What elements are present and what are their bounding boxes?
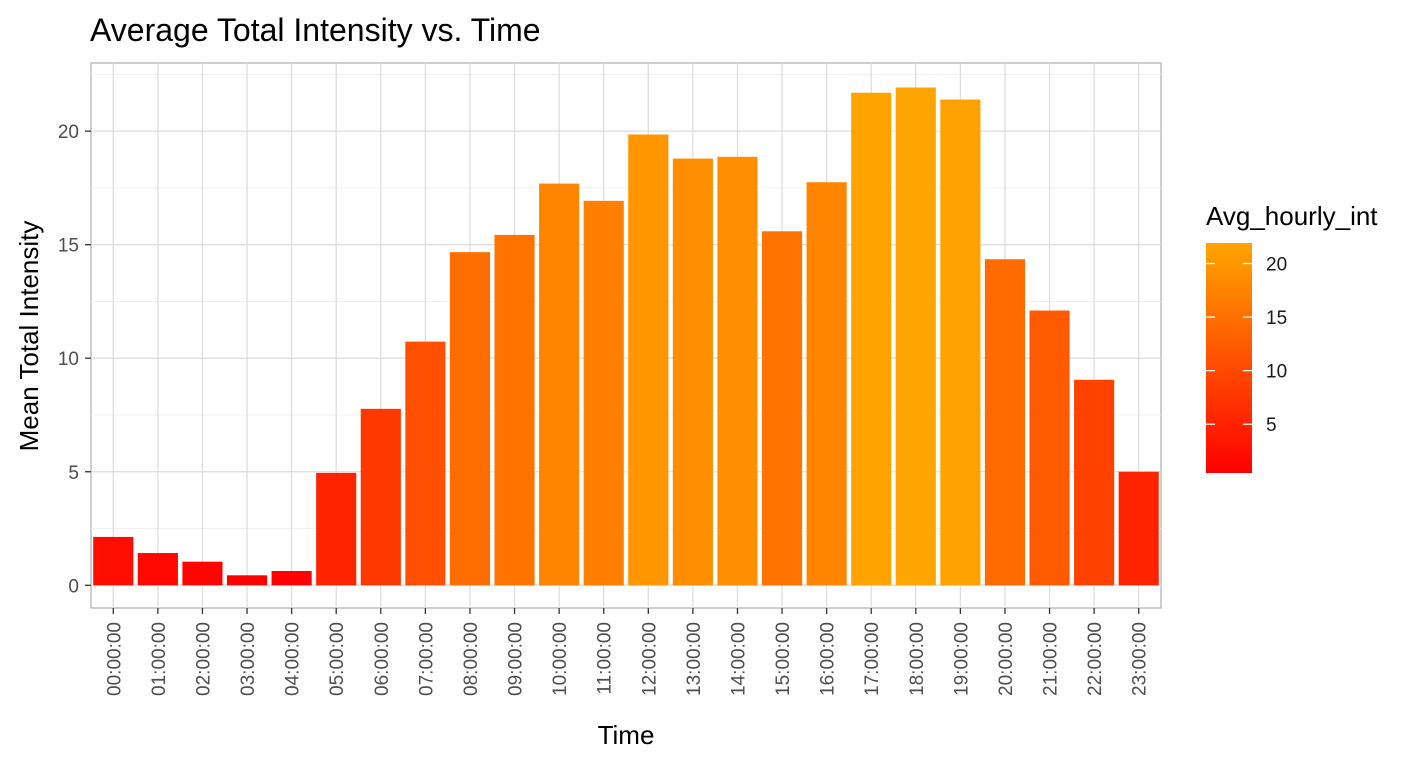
- bar-04:00:00: [271, 570, 312, 586]
- bar-13:00:00: [672, 158, 713, 586]
- legend-ticks: 5 10 15 20: [1206, 255, 1287, 436]
- bar-06:00:00: [360, 408, 401, 586]
- legend-colorbar: [1206, 243, 1252, 473]
- bar-03:00:00: [226, 575, 268, 586]
- bar-21:00:00: [1029, 310, 1070, 586]
- chart-title: Average Total Intensity vs. Time: [90, 12, 541, 48]
- legend-tick-label: 20: [1266, 255, 1287, 276]
- bar-14:00:00: [717, 156, 758, 586]
- x-tick-label: 15:00:00: [773, 622, 794, 696]
- legend-tick-label: 15: [1266, 308, 1287, 329]
- legend-tick-label: 5: [1266, 415, 1277, 436]
- x-tick-label: 19:00:00: [951, 622, 972, 696]
- y-tick-label: 10: [58, 349, 79, 370]
- legend-tick-label: 10: [1266, 362, 1287, 383]
- x-tick-label: 14:00:00: [728, 622, 749, 696]
- bars-group: [93, 87, 1159, 586]
- bar-05:00:00: [316, 472, 357, 586]
- x-tick-label: 03:00:00: [238, 622, 259, 696]
- bar-00:00:00: [93, 536, 134, 586]
- x-tick-label: 08:00:00: [461, 622, 482, 696]
- y-axis-ticks: 0 5 10 15 20: [58, 122, 91, 597]
- x-tick-label: 05:00:00: [327, 622, 348, 696]
- bar-02:00:00: [182, 561, 223, 586]
- x-tick-label: 18:00:00: [907, 622, 928, 696]
- x-tick-label: 12:00:00: [639, 622, 660, 696]
- x-axis-title: Time: [598, 720, 655, 750]
- bar-20:00:00: [984, 259, 1026, 586]
- x-tick-label: 02:00:00: [193, 622, 214, 696]
- bar-15:00:00: [761, 231, 803, 586]
- x-tick-label: 09:00:00: [506, 622, 527, 696]
- bar-16:00:00: [806, 182, 847, 586]
- x-tick-label: 06:00:00: [372, 622, 393, 696]
- x-tick-label: 00:00:00: [104, 622, 125, 696]
- bar-11:00:00: [583, 200, 624, 586]
- x-tick-label: 23:00:00: [1130, 622, 1151, 696]
- x-tick-label: 22:00:00: [1085, 622, 1106, 696]
- bar-01:00:00: [137, 553, 178, 586]
- x-tick-label: 04:00:00: [283, 622, 304, 696]
- bar-09:00:00: [494, 234, 535, 586]
- y-tick-label: 5: [68, 463, 79, 484]
- plot-panel: [90, 62, 1162, 609]
- x-tick-label: 16:00:00: [818, 622, 839, 696]
- x-tick-label: 13:00:00: [684, 622, 705, 696]
- bar-10:00:00: [539, 183, 580, 586]
- x-tick-label: 20:00:00: [996, 622, 1017, 696]
- y-axis-title: Mean Total Intensity: [14, 221, 44, 452]
- bar-08:00:00: [449, 252, 491, 586]
- bar-19:00:00: [940, 99, 981, 586]
- bar-23:00:00: [1118, 471, 1159, 586]
- x-tick-label: 21:00:00: [1041, 622, 1062, 696]
- x-axis-ticks: 00:00:00 01:00:00 02:00:00 03:00:00 04:00:00…: [104, 608, 1151, 696]
- y-tick-label: 0: [68, 576, 79, 597]
- x-tick-label: 07:00:00: [416, 622, 437, 696]
- legend: Avg_hourly_int 5 10 15 20: [1206, 201, 1378, 473]
- x-tick-label: 11:00:00: [595, 622, 616, 695]
- x-tick-label: 17:00:00: [862, 622, 883, 696]
- bar-12:00:00: [628, 134, 669, 586]
- bar-07:00:00: [405, 341, 446, 586]
- x-tick-label: 01:00:00: [149, 622, 170, 696]
- legend-title: Avg_hourly_int: [1206, 201, 1378, 231]
- bar-18:00:00: [895, 87, 936, 586]
- y-tick-label: 15: [58, 236, 79, 257]
- y-tick-label: 20: [58, 122, 79, 143]
- x-tick-label: 10:00:00: [550, 622, 571, 696]
- bar-17:00:00: [851, 92, 892, 586]
- bar-22:00:00: [1074, 379, 1115, 586]
